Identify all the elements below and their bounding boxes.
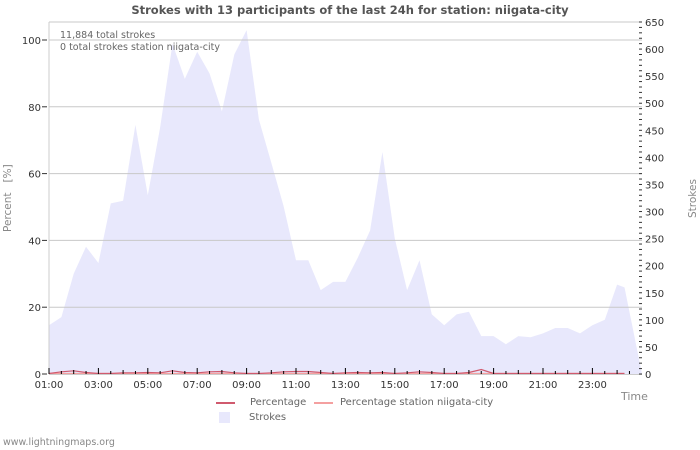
- right-axis-label: Strokes: [687, 179, 699, 218]
- right-tick-label: 250: [645, 235, 664, 246]
- legend-label: Percentage: [250, 397, 307, 408]
- x-tick-label: 17:00: [430, 380, 459, 391]
- x-tick-label: 23:00: [578, 380, 607, 391]
- percentage-lines: [48, 368, 625, 375]
- left-tick-label: 40: [28, 236, 41, 247]
- x-tick-label: 03:00: [84, 380, 113, 391]
- chart-title: Strokes with 13 participants of the last…: [131, 3, 569, 17]
- right-tick-label: 50: [645, 343, 658, 354]
- x-tick-label: 13:00: [331, 380, 360, 391]
- x-tick-label: 05:00: [133, 380, 162, 391]
- left-tick-label: 0: [35, 370, 41, 381]
- station-strokes-label: 0 total strokes station niigata-city: [60, 42, 221, 53]
- left-tick-label: 20: [28, 303, 41, 314]
- strokes-area-path: [49, 30, 642, 374]
- right-tick-label: 650: [645, 18, 664, 29]
- legend-line-icon: [314, 401, 333, 404]
- right-tick-label: 200: [645, 262, 664, 273]
- right-tick-label: 450: [645, 126, 664, 137]
- x-tick-label: 11:00: [282, 380, 311, 391]
- legend-label: Percentage station niigata-city: [340, 397, 494, 408]
- left-tick-label: 60: [28, 170, 41, 181]
- total-strokes-label: 11,884 total strokes: [60, 30, 156, 41]
- left-axis-label: Percent [%]: [2, 164, 14, 232]
- x-tick-label: 19:00: [479, 380, 508, 391]
- percentage-line: [48, 368, 625, 375]
- legend-label: Strokes: [249, 412, 287, 423]
- watermark: www.lightningmaps.org: [3, 437, 115, 448]
- right-tick-label: 100: [645, 316, 664, 327]
- x-tick-label: 09:00: [232, 380, 261, 391]
- gridlines: [49, 21, 642, 308]
- legend-line-icon: [216, 401, 235, 404]
- right-tick-label: 550: [645, 72, 664, 83]
- x-tick-label: 01:00: [35, 380, 64, 391]
- legend-box-icon: [219, 412, 230, 423]
- x-axis-label: Time: [621, 390, 648, 403]
- right-tick-label: 150: [645, 289, 664, 300]
- x-tick-label: 15:00: [380, 380, 409, 391]
- right-tick-label: 400: [645, 153, 664, 164]
- right-tick-label: 0: [645, 370, 651, 381]
- x-tick-label: 07:00: [183, 380, 212, 391]
- right-tick-label: 600: [645, 45, 664, 56]
- legend-item-station-percentage: Percentage station niigata-city: [314, 397, 493, 408]
- left-tick-label: 80: [28, 103, 41, 114]
- right-tick-label: 500: [645, 99, 664, 110]
- left-tick-label: 100: [22, 36, 41, 47]
- right-tick-label: 350: [645, 180, 664, 191]
- x-tick-label: 21:00: [529, 380, 558, 391]
- axes: 0 20 40 60 80 100 0 50 100 150 200 250 300 350 400 450 5…: [22, 18, 664, 391]
- right-tick-label: 300: [645, 208, 664, 219]
- legend-item-percentage: Percentage: [216, 397, 306, 408]
- strokes-area: [49, 30, 642, 374]
- legend-item-strokes: Strokes: [215, 412, 286, 423]
